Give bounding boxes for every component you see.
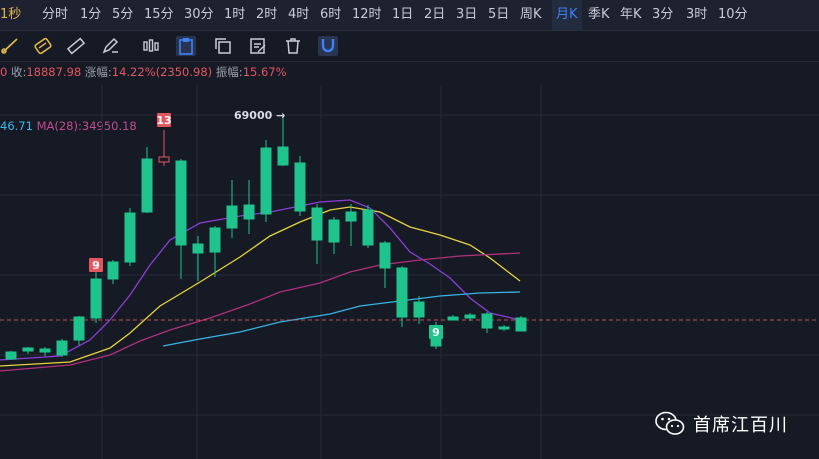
ma28-label: MA(28): — [36, 119, 82, 133]
candles-icon[interactable] — [141, 36, 161, 56]
td-count-top: 13 — [156, 113, 172, 127]
td-count-mid: 9 — [89, 258, 103, 272]
timeframe-tab-8[interactable]: 4时 — [288, 7, 310, 22]
td-count-bottom-bg — [429, 325, 443, 339]
candle-body-8 — [141, 158, 153, 213]
candle-body-12 — [209, 227, 221, 253]
clipboard-icon[interactable] — [176, 36, 196, 56]
change-value: 14.22%(2350.98) — [111, 65, 213, 79]
ohlc-prefix: 0 — [0, 65, 8, 79]
candle-body-13 — [226, 205, 238, 229]
timeframe-tab-13[interactable]: 3日 — [456, 7, 478, 22]
candle-body-14 — [243, 204, 255, 220]
timeframe-tab-10[interactable]: 12时 — [352, 7, 382, 22]
timeframe-tab-7[interactable]: 2时 — [256, 7, 278, 22]
ruler-icon[interactable] — [66, 36, 86, 56]
candle-body-5 — [90, 278, 102, 319]
candle-body-26 — [447, 316, 459, 321]
candle-body-15 — [260, 147, 272, 215]
timeframe-tab-19[interactable]: 3分 — [652, 7, 674, 22]
candle-body-11 — [192, 243, 204, 254]
candle-body-3 — [56, 340, 68, 356]
candle-body-6 — [107, 261, 119, 280]
candle-body-1 — [22, 347, 34, 352]
candle-body-4 — [73, 316, 85, 341]
candle-body-19 — [328, 219, 340, 243]
timeframe-tab-11[interactable]: 1日 — [392, 7, 414, 22]
timeframe-tab-5[interactable]: 30分 — [184, 7, 214, 22]
timeframe-tab-3[interactable]: 5分 — [112, 7, 134, 22]
candle-body-21 — [362, 209, 374, 246]
candle-body-16 — [277, 146, 289, 166]
ma-magenta-line — [0, 252, 521, 372]
ma28-value: 34950.18 — [81, 119, 137, 133]
timeframe-tab-17[interactable]: 季K — [588, 7, 610, 22]
timeframe-tab-14[interactable]: 5日 — [488, 7, 510, 22]
timeframe-tab-1[interactable]: 分时 — [42, 7, 69, 22]
timeframe-tab-12[interactable]: 2日 — [424, 7, 446, 22]
ma-fragment-value: 46.71 — [0, 119, 33, 133]
close-value: 18887.98 — [26, 65, 82, 79]
timeframe-bar: 1秒 分时 1分 5分 15分 30分 1时 2时 4时 6时 12时 1日 2日 3日 5日 周K 月K 季K 年… — [0, 0, 819, 31]
candle-body-2 — [39, 348, 51, 353]
candle-body-30 — [515, 317, 527, 332]
td-count-mid-bg — [89, 258, 103, 272]
candle-body-10 — [175, 160, 187, 246]
ma-cyan-line — [162, 291, 521, 347]
candle-body-27 — [464, 314, 476, 319]
timeframe-tab-2[interactable]: 1分 — [80, 7, 102, 22]
timeframe-tab-4[interactable]: 15分 — [144, 7, 174, 22]
pencil-icon[interactable] — [100, 36, 120, 56]
measure-icon[interactable] — [33, 36, 53, 56]
td-count-top-text: 13 — [156, 114, 171, 127]
candle-body-7 — [124, 212, 136, 263]
candle-body-22 — [379, 242, 391, 269]
timeframe-tab-16[interactable]: 月K — [552, 0, 582, 30]
amplitude-label: 振幅: — [215, 65, 243, 79]
ma-lines — [0, 199, 521, 372]
timeframe-tab-18[interactable]: 年K — [620, 7, 642, 22]
td-count-top-bg — [157, 113, 171, 127]
watermark: 首席江百川 — [655, 409, 788, 439]
ohlc-info: 0 收:18887.98 涨幅:14.22%(2350.98) 振幅:15.67… — [0, 62, 287, 82]
candle-body-23 — [396, 267, 408, 318]
td-count-bottom: 9 — [429, 325, 443, 339]
candle-body-28 — [481, 313, 493, 329]
candle-body-0 — [5, 351, 17, 360]
close-label: 收: — [10, 65, 27, 79]
td-count-bottom-text: 9 — [432, 326, 440, 339]
candle-body-20 — [345, 211, 357, 222]
candle-body-9 — [158, 156, 170, 163]
edit-icon[interactable] — [248, 36, 268, 56]
ma-yellow-line — [0, 206, 521, 367]
timeframe-tab-21[interactable]: 10分 — [718, 7, 748, 22]
timeframe-tab-0[interactable]: 1秒 — [0, 7, 22, 22]
high-price-label: 69000 → — [234, 109, 285, 122]
td-count-mid-text: 9 — [92, 259, 100, 272]
wechat-icon — [655, 411, 685, 435]
trash-icon[interactable] — [283, 36, 303, 56]
ma-info: 46.71 MA(28):34950.18 — [0, 117, 137, 135]
candle-body-29 — [498, 326, 510, 330]
candle-body-18 — [311, 207, 323, 241]
watermark-text: 首席江百川 — [693, 415, 788, 436]
candle-body-17 — [294, 162, 306, 212]
timeframe-tab-20[interactable]: 3时 — [686, 7, 708, 22]
chart-annotations: 69000 → 13 9 9 — [89, 109, 443, 339]
amplitude-value: 15.67% — [242, 65, 287, 79]
trend-line-icon[interactable] — [0, 36, 20, 56]
chart-grid — [0, 85, 819, 459]
timeframe-tab-6[interactable]: 1时 — [224, 7, 246, 22]
candle-body-24 — [413, 301, 425, 318]
magnet-icon[interactable] — [318, 36, 338, 56]
copy-icon[interactable] — [213, 36, 233, 56]
change-label: 涨幅: — [84, 65, 112, 79]
timeframe-tab-15[interactable]: 周K — [520, 7, 542, 22]
drawing-toolbar — [0, 31, 819, 62]
timeframe-tab-9[interactable]: 6时 — [320, 7, 342, 22]
candlestick-chart[interactable]: 69000 → 13 9 9 — [0, 85, 819, 459]
